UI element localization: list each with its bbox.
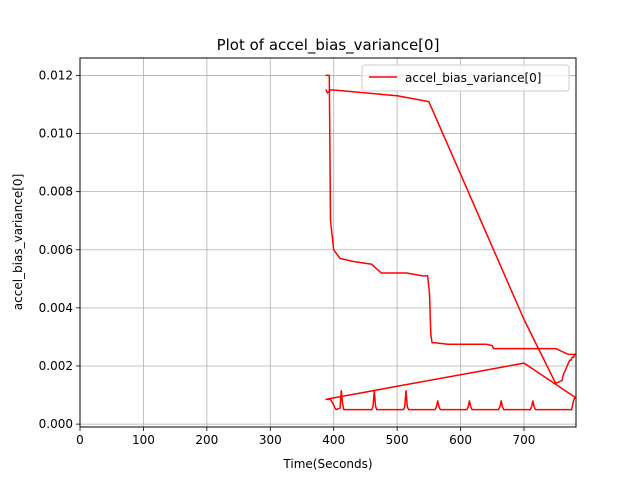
legend: accel_bias_variance[0] bbox=[361, 64, 570, 92]
y-tick-label: 0.010 bbox=[39, 127, 73, 141]
chart-title: Plot of accel_bias_variance[0] bbox=[217, 36, 440, 55]
y-tick-label: 0.002 bbox=[39, 359, 73, 373]
x-tick-label: 300 bbox=[259, 433, 282, 447]
y-axis: 0.000 0.002 0.004 0.006 0.008 0.010 0.012 bbox=[39, 68, 80, 431]
series-layer bbox=[325, 74, 576, 411]
y-tick-label: 0.006 bbox=[39, 243, 73, 257]
y-tick-label: 0.004 bbox=[39, 301, 73, 315]
x-tick-label: 200 bbox=[195, 433, 218, 447]
x-tick-label: 700 bbox=[513, 433, 536, 447]
x-axis: 0 100 200 300 400 500 600 700 bbox=[76, 427, 535, 447]
x-tick-label: 500 bbox=[386, 433, 409, 447]
x-tick-label: 0 bbox=[76, 433, 84, 447]
legend-box bbox=[361, 64, 570, 92]
series-line-1 bbox=[325, 362, 576, 411]
y-tick-label: 0.012 bbox=[39, 68, 73, 82]
y-axis-title: accel_bias_variance[0] bbox=[11, 174, 25, 310]
series-line-0 bbox=[325, 74, 576, 385]
plot-frame bbox=[79, 57, 577, 428]
y-tick-label: 0.000 bbox=[39, 417, 73, 431]
x-tick-label: 100 bbox=[132, 433, 155, 447]
plot-area bbox=[80, 58, 576, 427]
x-tick-label: 600 bbox=[449, 433, 472, 447]
legend-label: accel_bias_variance[0] bbox=[405, 71, 541, 85]
x-axis-title: Time(Seconds) bbox=[282, 457, 372, 471]
y-tick-label: 0.008 bbox=[39, 185, 73, 199]
x-tick-label: 400 bbox=[322, 433, 345, 447]
